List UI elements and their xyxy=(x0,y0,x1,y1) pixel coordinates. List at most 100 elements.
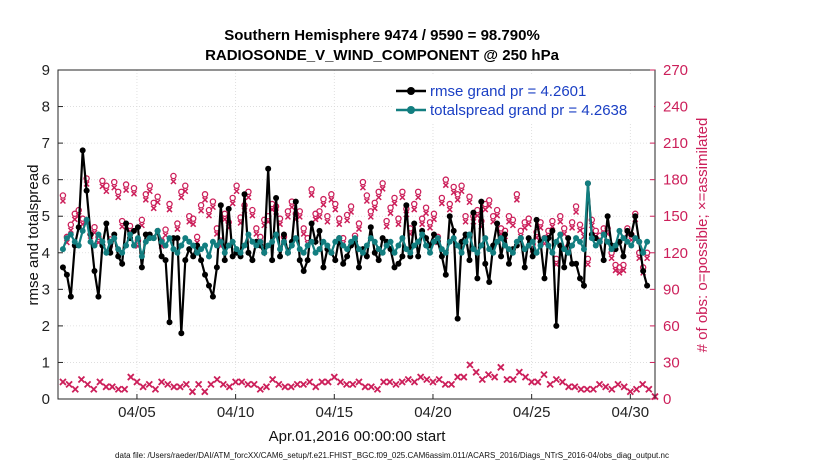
series-totalspread-point xyxy=(336,235,343,242)
obs-possible-marker xyxy=(387,204,394,211)
obs-assimilated-marker xyxy=(150,205,157,212)
series-rmse-point xyxy=(624,227,631,234)
series-totalspread-point xyxy=(245,231,252,238)
obs-low-marker xyxy=(281,383,289,391)
obs-low-marker xyxy=(312,383,320,391)
series-totalspread-point xyxy=(557,231,564,238)
series-totalspread-point xyxy=(166,235,173,242)
series-totalspread-point xyxy=(375,246,382,253)
obs-low-marker xyxy=(188,388,197,396)
series-totalspread-point xyxy=(419,231,426,238)
y-tick-label-right: 30 xyxy=(663,354,680,371)
series-totalspread-point xyxy=(517,235,524,242)
y-axis-right-label: # of obs: o=possible; ×=assimilated xyxy=(694,118,711,353)
series-totalspread-point xyxy=(119,249,126,256)
series-totalspread-point xyxy=(123,242,130,249)
series-totalspread-point xyxy=(423,242,430,249)
obs-assimilated-marker xyxy=(573,208,580,216)
obs-possible-marker xyxy=(197,202,205,209)
obs-assimilated-marker xyxy=(391,200,398,207)
obs-low-marker xyxy=(164,380,172,389)
series-totalspread-point xyxy=(466,231,473,238)
series-totalspread-point xyxy=(71,238,78,245)
obs-possible-marker xyxy=(233,182,240,190)
obs-low-marker xyxy=(417,373,425,381)
series-rmse-point xyxy=(265,165,272,172)
legend: rmse grand pr = 4.2601 totalspread grand… xyxy=(392,76,654,122)
obs-assimilated-marker xyxy=(59,197,66,205)
series-rmse-point xyxy=(300,268,307,275)
obs-assimilated-marker xyxy=(336,221,343,228)
obs-assimilated-marker xyxy=(644,255,651,262)
obs-possible-marker xyxy=(170,172,177,180)
obs-possible-marker xyxy=(347,203,355,210)
obs-possible-marker xyxy=(328,191,335,198)
series-totalspread-point xyxy=(569,242,576,249)
obs-low-marker xyxy=(632,385,641,393)
obs-assimilated-marker xyxy=(320,201,327,208)
obs-assimilated-marker xyxy=(616,269,623,276)
obs-assimilated-marker xyxy=(438,200,445,207)
obs-assimilated-marker xyxy=(371,205,378,212)
obs-low-marker xyxy=(207,380,215,389)
series-totalspread-point xyxy=(178,242,185,249)
obs-low-marker xyxy=(83,380,92,389)
y-tick-label-right: 90 xyxy=(663,281,680,298)
series-totalspread-point xyxy=(612,242,619,249)
obs-assimilated-marker xyxy=(249,212,256,219)
obs-assimilated-marker xyxy=(430,216,437,223)
series-totalspread-point xyxy=(288,242,295,249)
y-tick-label-right: 120 xyxy=(663,245,688,262)
obs-low-marker xyxy=(361,383,369,391)
obs-possible-marker xyxy=(430,210,438,218)
obs-possible-marker xyxy=(359,178,367,186)
obs-possible-marker xyxy=(620,261,627,269)
obs-low-marker xyxy=(213,375,221,384)
obs-possible-marker xyxy=(162,226,169,233)
series-totalspread-point xyxy=(111,235,118,242)
obs-low-marker xyxy=(546,380,554,389)
series-rmse-point xyxy=(198,257,205,264)
series-totalspread-point xyxy=(174,249,181,256)
legend-box xyxy=(392,76,654,122)
series-totalspread-point xyxy=(265,242,272,249)
series-totalspread-point xyxy=(198,246,205,253)
series-rmse-point xyxy=(178,330,185,337)
obs-possible-marker xyxy=(138,216,146,224)
series-rmse-point xyxy=(446,213,453,220)
obs-low-marker xyxy=(219,380,227,389)
series-rmse-point xyxy=(174,235,181,242)
series-rmse-point xyxy=(245,249,252,256)
obs-possible-marker xyxy=(110,178,118,186)
series-totalspread-point xyxy=(600,231,607,238)
series-rmse-point xyxy=(304,257,311,264)
obs-low-marker xyxy=(293,380,301,389)
obs-assimilated-marker xyxy=(509,222,516,229)
obs-assimilated-marker xyxy=(415,194,422,201)
series-totalspread-point xyxy=(221,249,228,256)
obs-low-marker xyxy=(454,373,462,381)
obs-low-marker xyxy=(250,380,258,389)
series-totalspread-point xyxy=(632,235,639,242)
obs-low-marker xyxy=(96,378,104,386)
obs-assimilated-marker xyxy=(103,188,110,195)
obs-low-marker xyxy=(238,378,246,386)
series-rmse-point xyxy=(580,282,587,289)
series-totalspread-point xyxy=(332,238,339,245)
obs-possible-marker xyxy=(209,198,217,205)
series-totalspread-point xyxy=(521,246,528,253)
series-rmse-point xyxy=(95,293,102,300)
obs-possible-marker xyxy=(99,177,106,185)
obs-assimilated-marker xyxy=(328,196,335,203)
series-rmse-point xyxy=(355,264,362,271)
series-totalspread-point xyxy=(340,242,347,249)
obs-assimilated-marker xyxy=(426,224,434,231)
series-totalspread-point xyxy=(446,238,453,245)
series-rmse-point xyxy=(604,213,611,220)
obs-low-marker xyxy=(484,370,493,379)
obs-low-marker xyxy=(466,361,474,369)
obs-possible-marker xyxy=(438,194,446,202)
obs-low-marker xyxy=(367,383,375,391)
obs-low-marker xyxy=(373,385,382,393)
series-totalspread-point xyxy=(490,249,497,256)
